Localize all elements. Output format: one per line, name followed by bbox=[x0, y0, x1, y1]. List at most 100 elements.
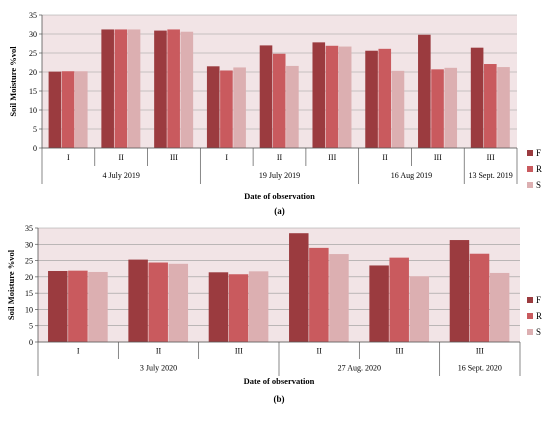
y-tick-label: 25 bbox=[25, 257, 33, 266]
bar-F-6 bbox=[312, 42, 326, 148]
category-label: III bbox=[170, 153, 178, 162]
legend-swatch-S bbox=[527, 329, 533, 335]
bar-F-9 bbox=[470, 47, 484, 148]
legend-label-S: S bbox=[536, 327, 541, 337]
legend-swatch-S bbox=[527, 182, 533, 188]
y-tick-label: 15 bbox=[25, 289, 33, 298]
category-label: II bbox=[119, 153, 125, 162]
legend-label-F: F bbox=[536, 148, 541, 158]
category-label: I bbox=[225, 153, 228, 162]
x-axis-title: Date of observation bbox=[244, 191, 315, 201]
bar-R-5 bbox=[389, 257, 409, 342]
bar-S-7 bbox=[391, 70, 405, 148]
y-tick-label: 0 bbox=[29, 338, 33, 347]
bar-R-6 bbox=[325, 45, 339, 148]
y-tick-label: 15 bbox=[29, 87, 37, 96]
y-tick-label: 30 bbox=[29, 30, 37, 39]
bar-R-4 bbox=[220, 70, 233, 148]
category-label: II bbox=[156, 347, 162, 356]
bar-S-2 bbox=[127, 29, 141, 148]
y-tick-label: 30 bbox=[25, 240, 33, 249]
group-label: 19 July 2019 bbox=[259, 171, 300, 180]
y-tick-label: 10 bbox=[25, 305, 33, 314]
bar-S-8 bbox=[444, 67, 458, 148]
y-tick-label: 20 bbox=[25, 273, 33, 282]
bar-R-6 bbox=[469, 253, 490, 342]
bar-R-9 bbox=[484, 64, 497, 148]
category-label: III bbox=[434, 153, 442, 162]
y-tick-label: 35 bbox=[29, 11, 37, 20]
bar-S-5 bbox=[409, 276, 430, 342]
bar-S-6 bbox=[489, 272, 510, 342]
bar-F-5 bbox=[259, 45, 273, 148]
y-tick-label: 35 bbox=[25, 224, 33, 233]
bar-F-7 bbox=[365, 50, 378, 148]
category-label: II bbox=[277, 153, 283, 162]
bar-S-3 bbox=[248, 271, 269, 342]
x-axis-title: Date of observation bbox=[244, 376, 315, 386]
group-label: 3 July 2020 bbox=[140, 364, 177, 373]
panel-label: (b) bbox=[274, 394, 285, 404]
category-label: I bbox=[77, 347, 80, 356]
category-label: III bbox=[328, 153, 336, 162]
category-label: I bbox=[67, 153, 70, 162]
bar-S-4 bbox=[329, 254, 349, 342]
legend-swatch-F bbox=[527, 297, 533, 303]
bar-S-5 bbox=[286, 65, 299, 148]
group-label: 13 Sept. 2019 bbox=[468, 171, 512, 180]
bar-R-1 bbox=[61, 71, 75, 148]
y-tick-label: 10 bbox=[29, 106, 37, 115]
bar-S-9 bbox=[497, 67, 510, 148]
bar-S-1 bbox=[74, 71, 88, 148]
category-label: II bbox=[382, 153, 388, 162]
bar-F-4 bbox=[206, 66, 220, 148]
bar-R-5 bbox=[272, 53, 286, 149]
group-label: 16 Sept. 2020 bbox=[458, 364, 502, 373]
category-label: III bbox=[476, 347, 484, 356]
bar-F-3 bbox=[208, 272, 229, 342]
y-axis-title: Soil Moisture %vol bbox=[6, 249, 16, 320]
bar-F-1 bbox=[48, 270, 68, 342]
category-label: III bbox=[396, 347, 404, 356]
legend-label-S: S bbox=[536, 180, 541, 190]
bar-F-4 bbox=[289, 233, 309, 342]
legend-swatch-R bbox=[527, 166, 533, 172]
bar-R-3 bbox=[228, 274, 249, 342]
bar-F-2 bbox=[101, 29, 114, 148]
bar-F-5 bbox=[369, 265, 389, 342]
legend-swatch-F bbox=[527, 150, 533, 156]
y-tick-label: 5 bbox=[29, 322, 33, 331]
bar-R-1 bbox=[68, 270, 88, 342]
bar-F-1 bbox=[48, 71, 62, 148]
bar-R-4 bbox=[309, 247, 329, 342]
y-tick-label: 25 bbox=[29, 49, 37, 58]
plot-area bbox=[38, 228, 520, 342]
legend-label-F: F bbox=[536, 295, 541, 305]
y-axis-title: Soil Moisture %vol bbox=[8, 46, 18, 117]
bar-R-7 bbox=[378, 48, 392, 148]
bar-F-8 bbox=[418, 34, 431, 149]
bar-R-3 bbox=[167, 29, 180, 148]
bar-S-2 bbox=[168, 263, 189, 342]
category-label: II bbox=[317, 347, 323, 356]
bar-F-6 bbox=[449, 240, 470, 342]
category-label: III bbox=[487, 153, 495, 162]
bar-S-4 bbox=[233, 67, 246, 148]
bar-S-3 bbox=[180, 31, 194, 148]
bar-R-2 bbox=[148, 262, 168, 342]
bar-S-6 bbox=[338, 46, 352, 148]
group-label: 16 Aug 2019 bbox=[391, 171, 432, 180]
group-label: 27 Aug. 2020 bbox=[338, 364, 381, 373]
legend-label-R: R bbox=[536, 311, 542, 321]
category-label: III bbox=[235, 347, 243, 356]
bar-R-2 bbox=[114, 29, 128, 148]
y-tick-label: 20 bbox=[29, 68, 37, 77]
legend-swatch-R bbox=[527, 313, 533, 319]
y-tick-label: 0 bbox=[33, 144, 37, 153]
bar-F-3 bbox=[154, 30, 167, 148]
bar-R-8 bbox=[431, 69, 444, 148]
group-label: 4 July 2019 bbox=[102, 171, 139, 180]
